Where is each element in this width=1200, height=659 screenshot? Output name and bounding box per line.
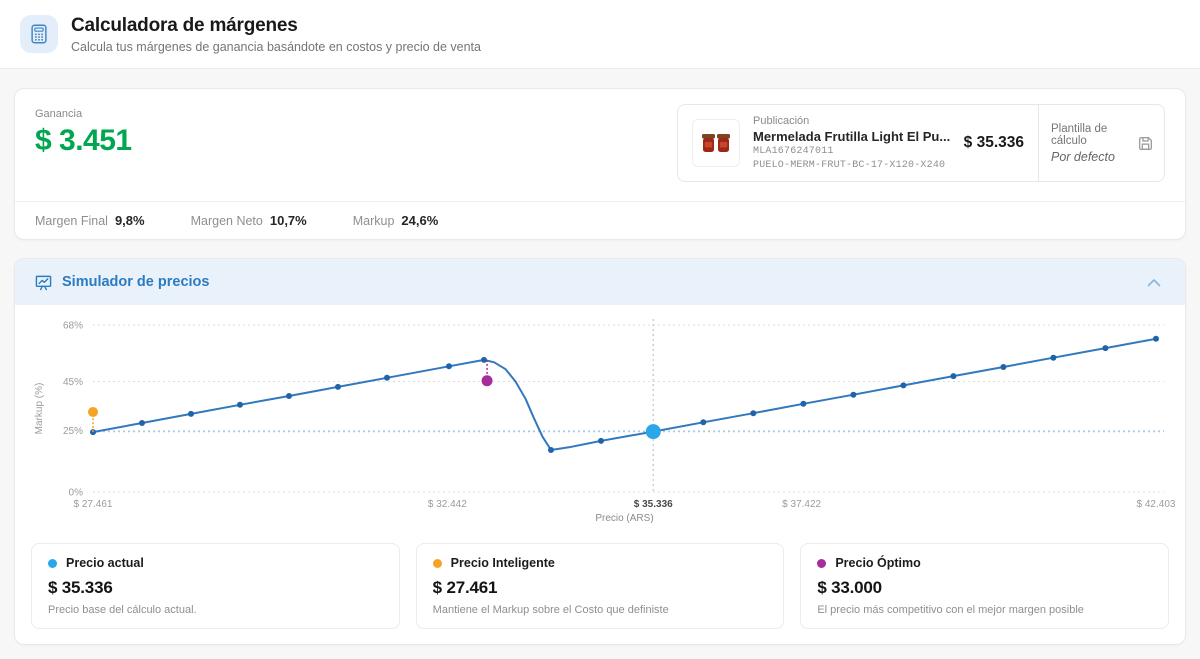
data-point[interactable] xyxy=(800,400,807,407)
precio-optimo-dot xyxy=(817,558,827,568)
price-simulator-card: Simulador de precios 0% 25% 45% 68% $ 27.461… xyxy=(14,258,1186,645)
data-point[interactable] xyxy=(188,410,194,417)
price-card-optimo: Precio Óptimo $ 33.000 El precio más com… xyxy=(800,543,1170,629)
data-point[interactable] xyxy=(700,419,707,426)
data-point[interactable] xyxy=(1153,335,1159,342)
summary-divider xyxy=(15,201,1185,202)
page-subtitle: Calcula tus márgenes de ganancia basándo… xyxy=(71,39,481,54)
x-tick-label: $ 42.403 xyxy=(1137,499,1176,510)
publication-price: $ 35.336 xyxy=(963,134,1024,151)
publication-sku: PUELO-MERM-FRUT-BC-17-X120-X240 xyxy=(753,160,946,171)
data-point[interactable] xyxy=(900,382,907,389)
y-axis-title: Markup (%) xyxy=(34,383,45,435)
stat-markup: Markup 24,6% xyxy=(352,213,439,228)
x-tick-label: $ 37.422 xyxy=(782,499,821,510)
x-tick-label: $ 27.461 xyxy=(74,499,113,510)
precio-inteligente-point[interactable] xyxy=(88,406,98,417)
collapse-button[interactable] xyxy=(1143,274,1165,291)
stat-margen-final: Margen Final 9,8% xyxy=(35,213,145,228)
price-simulator-chart[interactable]: 0% 25% 45% 68% $ 27.461 $ 32.442 $ 35.336 $ 37.… xyxy=(31,311,1176,533)
calc-template-section: Plantilla de cálculo Por defecto xyxy=(1038,105,1164,181)
save-template-button[interactable] xyxy=(1137,135,1154,152)
data-point[interactable] xyxy=(384,374,390,381)
publication-mla-id: MLA1676247011 xyxy=(753,146,834,157)
publication-box: Publicación Mermelada Frutilla Light El … xyxy=(677,104,1165,182)
data-point[interactable] xyxy=(1102,345,1109,352)
profit-label: Ganancia xyxy=(35,108,83,120)
precio-actual-dot xyxy=(48,558,57,568)
y-tick-label: 25% xyxy=(63,426,83,437)
price-cards-row: Precio actual $ 35.336 Precio base del c… xyxy=(31,543,1170,629)
presentation-chart-icon xyxy=(35,275,52,290)
simulator-title: Simulador de precios xyxy=(62,274,210,290)
data-point[interactable] xyxy=(750,410,757,417)
precio-optimo-point[interactable] xyxy=(481,375,493,387)
page-header: Calculadora de márgenes Calcula tus márg… xyxy=(0,0,1200,69)
data-point[interactable] xyxy=(446,363,452,370)
data-point[interactable] xyxy=(1050,354,1057,361)
data-point[interactable] xyxy=(139,420,145,426)
y-tick-label: 68% xyxy=(63,321,83,332)
data-point[interactable] xyxy=(481,356,487,363)
publication-thumbnail xyxy=(692,119,740,167)
data-point[interactable] xyxy=(950,373,957,380)
summary-card: Ganancia $ 3.451 xyxy=(14,88,1186,240)
template-value: Por defecto xyxy=(1051,149,1115,164)
data-point[interactable] xyxy=(850,391,857,398)
calculator-icon xyxy=(20,15,58,53)
publication-label: Publicación xyxy=(753,115,810,127)
price-card-inteligente: Precio Inteligente $ 27.461 Mantiene el … xyxy=(415,543,785,629)
publication-title: Mermelada Frutilla Light El Pu... xyxy=(753,129,951,144)
y-tick-label: 45% xyxy=(63,377,83,388)
template-label: Plantilla de cálculo xyxy=(1051,122,1108,147)
stat-margen-neto: Margen Neto 10,7% xyxy=(190,213,307,228)
data-point[interactable] xyxy=(1000,364,1007,370)
price-card-actual: Precio actual $ 35.336 Precio base del c… xyxy=(31,543,400,629)
data-point[interactable] xyxy=(237,401,243,408)
markup-line xyxy=(92,337,1157,451)
profit-value: $ 3.451 xyxy=(35,124,132,157)
precio-inteligente-dot xyxy=(432,558,442,568)
data-point[interactable] xyxy=(598,437,604,444)
data-point[interactable] xyxy=(548,447,554,453)
x-axis-title: Precio (ARS) xyxy=(595,513,653,524)
margin-calculator-page: Calculadora de márgenes Calcula tus márg… xyxy=(0,0,1200,645)
simulator-header[interactable]: Simulador de precios xyxy=(15,259,1185,305)
data-point[interactable] xyxy=(335,383,341,390)
publication-info: Publicación Mermelada Frutilla Light El … xyxy=(753,115,950,171)
profit-block: Ganancia $ 3.451 xyxy=(35,104,132,158)
floppy-disk-icon xyxy=(1139,136,1152,150)
chevron-up-icon xyxy=(1147,278,1161,286)
x-tick-label: $ 35.336 xyxy=(634,499,673,510)
y-tick-label: 0% xyxy=(69,488,84,499)
page-title: Calculadora de márgenes xyxy=(71,14,298,36)
header-text: Calculadora de márgenes Calcula tus márg… xyxy=(71,15,481,54)
precio-actual-point[interactable] xyxy=(645,424,661,440)
data-point[interactable] xyxy=(90,429,96,436)
margin-stats-row: Margen Final 9,8% Margen Neto 10,7% Mark… xyxy=(35,202,1165,230)
data-point[interactable] xyxy=(286,393,292,399)
x-tick-label: $ 32.442 xyxy=(428,499,467,510)
